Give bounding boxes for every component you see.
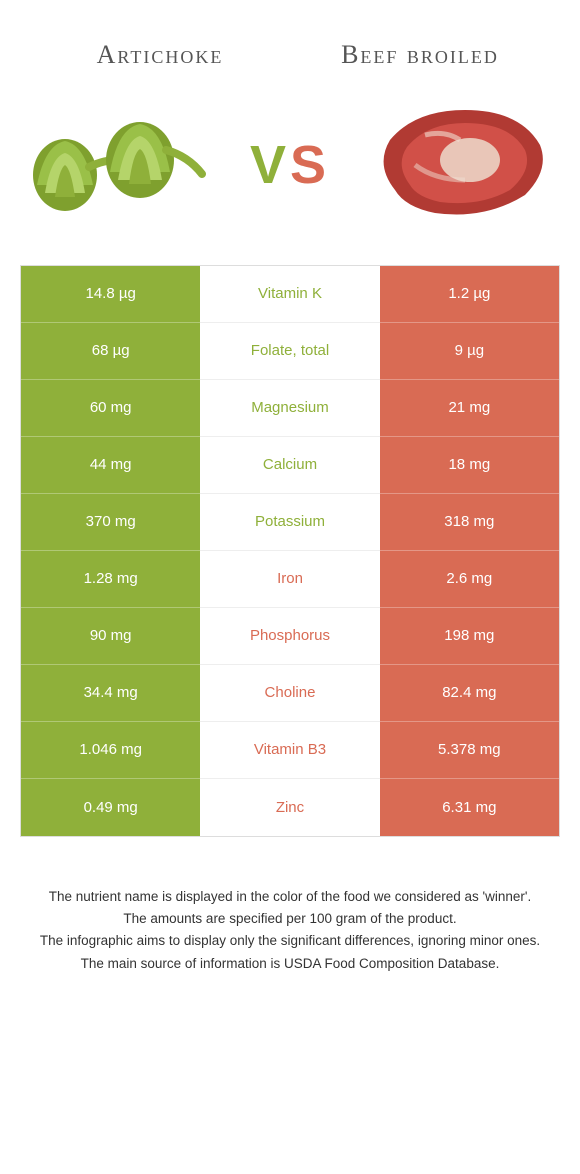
nutrient-name: Vitamin K bbox=[200, 266, 379, 323]
left-value: 90 mg bbox=[21, 608, 200, 665]
table-row: 1.28 mgIron2.6 mg bbox=[21, 551, 559, 608]
left-value: 34.4 mg bbox=[21, 665, 200, 722]
table-row: 1.046 mgVitamin B35.378 mg bbox=[21, 722, 559, 779]
left-value: 1.28 mg bbox=[21, 551, 200, 608]
vs-s: S bbox=[290, 135, 330, 195]
right-value: 2.6 mg bbox=[380, 551, 559, 608]
nutrient-name: Calcium bbox=[200, 437, 379, 494]
table-row: 370 mgPotassium318 mg bbox=[21, 494, 559, 551]
left-value: 0.49 mg bbox=[21, 779, 200, 836]
nutrient-name: Phosphorus bbox=[200, 608, 379, 665]
right-value: 198 mg bbox=[380, 608, 559, 665]
left-value: 68 µg bbox=[21, 323, 200, 380]
right-value: 21 mg bbox=[380, 380, 559, 437]
table-row: 68 µgFolate, total9 µg bbox=[21, 323, 559, 380]
nutrient-name: Magnesium bbox=[200, 380, 379, 437]
table-row: 34.4 mgCholine82.4 mg bbox=[21, 665, 559, 722]
nutrient-name: Potassium bbox=[200, 494, 379, 551]
right-value: 9 µg bbox=[380, 323, 559, 380]
nutrient-name: Folate, total bbox=[200, 323, 379, 380]
table-row: 0.49 mgZinc6.31 mg bbox=[21, 779, 559, 836]
nutrient-name: Zinc bbox=[200, 779, 379, 836]
right-value: 82.4 mg bbox=[380, 665, 559, 722]
header: Artichoke Beef broiled bbox=[0, 0, 580, 80]
left-value: 60 mg bbox=[21, 380, 200, 437]
vs-v: V bbox=[250, 135, 290, 195]
beef-image bbox=[360, 95, 560, 235]
footnote-line: The main source of information is USDA F… bbox=[30, 954, 550, 974]
left-value: 14.8 µg bbox=[21, 266, 200, 323]
artichoke-image bbox=[20, 95, 220, 235]
footnote-line: The infographic aims to display only the… bbox=[30, 931, 550, 951]
left-value: 1.046 mg bbox=[21, 722, 200, 779]
nutrient-name: Choline bbox=[200, 665, 379, 722]
nutrient-name: Iron bbox=[200, 551, 379, 608]
table-row: 14.8 µgVitamin K1.2 µg bbox=[21, 266, 559, 323]
right-value: 6.31 mg bbox=[380, 779, 559, 836]
table-row: 90 mgPhosphorus198 mg bbox=[21, 608, 559, 665]
footnote-line: The nutrient name is displayed in the co… bbox=[30, 887, 550, 907]
footnotes: The nutrient name is displayed in the co… bbox=[0, 837, 580, 996]
nutrient-name: Vitamin B3 bbox=[200, 722, 379, 779]
right-value: 18 mg bbox=[380, 437, 559, 494]
right-value: 318 mg bbox=[380, 494, 559, 551]
left-title: Artichoke bbox=[30, 40, 290, 70]
footnote-line: The amounts are specified per 100 gram o… bbox=[30, 909, 550, 929]
left-value: 370 mg bbox=[21, 494, 200, 551]
right-value: 1.2 µg bbox=[380, 266, 559, 323]
vs-label: VS bbox=[250, 134, 330, 196]
right-value: 5.378 mg bbox=[380, 722, 559, 779]
right-title: Beef broiled bbox=[290, 40, 550, 70]
left-value: 44 mg bbox=[21, 437, 200, 494]
table-row: 44 mgCalcium18 mg bbox=[21, 437, 559, 494]
table-row: 60 mgMagnesium21 mg bbox=[21, 380, 559, 437]
food-image-row: VS bbox=[0, 80, 580, 265]
nutrient-table: 14.8 µgVitamin K1.2 µg68 µgFolate, total… bbox=[20, 265, 560, 837]
